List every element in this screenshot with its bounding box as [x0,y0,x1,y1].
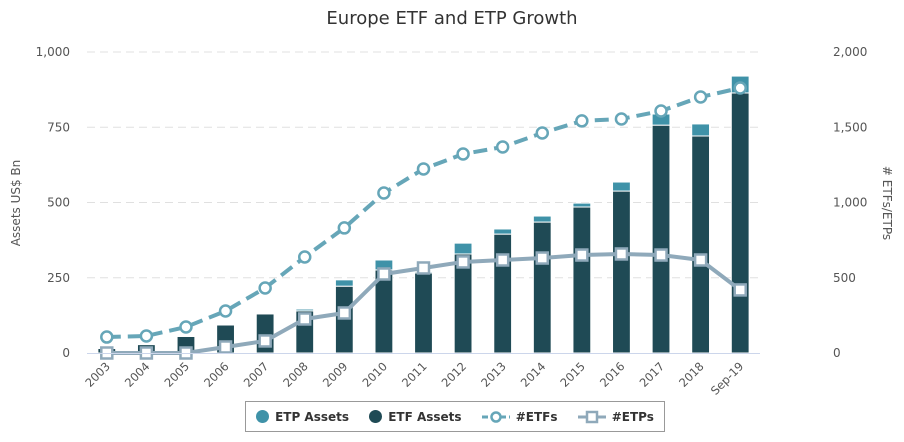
point-etps [535,251,550,265]
point-etfs [218,304,233,318]
y-tick-left: 1,000 [36,45,70,59]
point-etfs [575,114,589,128]
x-tick-label: 2010 [359,359,390,390]
bar-etf-assets [651,124,671,354]
point-etfs [337,221,352,235]
x-tick-label: Sep-19 [708,359,747,398]
x-tick-label: 2007 [241,359,272,390]
x-tick-label: 2006 [201,359,232,390]
bar-etp-assets [493,228,513,235]
point-etfs [535,126,550,140]
x-tick-label: 2003 [82,359,113,390]
point-etfs [100,330,114,344]
legend-label: #ETFs [515,409,558,424]
x-tick-label: 2014 [518,359,549,390]
point-etfs [139,329,154,343]
point-etfs [416,162,431,176]
y-tick-right: 0 [833,346,841,360]
bar-etp-assets [453,242,473,255]
bar-etp-assets [334,279,354,287]
chart-svg: Europe ETF and ETP Growth Assets US$ Bn … [9,8,894,398]
bar-etf-assets [532,221,552,354]
point-etfs [377,186,391,200]
bar-etp-assets [532,215,552,223]
x-tick-label: 2018 [676,359,707,390]
x-tick-label: 2016 [597,359,628,390]
legend-dashed-circle-icon [481,410,510,423]
bar-etf-assets [414,272,433,354]
y-axis-right-label: # ETFs/ETPs [880,166,894,240]
y-tick-left: 0 [62,346,70,360]
legend-label: ETP Assets [275,409,350,424]
point-etps [337,306,352,320]
point-etps [218,340,233,354]
chart-title: Europe ETF and ETP Growth [326,8,577,29]
point-etps [258,334,272,348]
legend: ETP Assets ETF Assets #ETFs #ETPs [245,401,665,432]
legend-item-etfs[interactable]: #ETFs [481,409,558,424]
legend-square-line-icon [577,410,606,423]
point-etps [495,253,510,267]
point-etfs [495,140,510,154]
point-etfs [693,90,708,104]
y-tick-right: 2,000 [833,45,867,59]
point-etps [693,253,708,267]
point-etfs [614,112,629,126]
legend-item-etps[interactable]: #ETPs [577,409,654,424]
bar-etp-assets [572,202,592,208]
x-tick-label: 2017 [637,359,668,390]
point-etps [456,255,470,269]
legend-label: #ETPs [611,409,654,424]
point-etps [377,267,391,281]
y-tick-left: 500 [47,196,70,210]
point-etfs [258,281,272,295]
bar-etf-assets [572,206,592,354]
point-etps [416,261,431,275]
y-tick-right: 500 [833,271,856,285]
x-tick-label: 2004 [122,359,153,390]
bar-etf-assets [730,92,750,354]
bar-etf-assets [612,190,631,354]
x-tick-label: 2005 [161,359,192,390]
legend-circle-icon [256,410,270,423]
bar-etp-assets [691,123,711,137]
point-etfs [297,250,312,264]
bar-etp-assets [612,181,631,192]
x-tick-label: 2011 [399,359,430,390]
y-axis-left-label: Assets US$ Bn [9,160,23,247]
point-etps [654,248,668,262]
bar-etf-assets [493,233,513,354]
bar-etp-assets [295,308,315,312]
x-tick-label: 2013 [478,359,509,390]
point-etfs [456,147,470,161]
legend-item-etp-assets[interactable]: ETP Assets [256,410,349,424]
y-tick-right: 1,500 [833,120,867,134]
point-etps [614,247,629,261]
point-etps [733,283,747,297]
y-tick-right: 1,000 [833,196,867,210]
x-tick-label: 2008 [280,359,311,390]
bar-etf-assets [691,135,711,354]
point-etfs [179,320,193,334]
point-etfs [654,104,668,118]
bar-etf-assets [453,253,473,354]
x-tick-label: 2015 [557,359,588,390]
x-tick-label: 2009 [320,359,351,390]
point-etps [575,248,589,262]
y-tick-left: 750 [47,120,70,134]
point-etps [297,312,312,326]
legend-circle-icon [369,410,383,423]
x-tick-label: 2012 [439,359,470,390]
legend-item-etf-assets[interactable]: ETF Assets [369,409,462,424]
bar-etp-assets [136,343,156,346]
point-etfs [733,81,747,95]
legend-label: ETF Assets [388,409,462,424]
y-tick-left: 250 [47,271,70,285]
